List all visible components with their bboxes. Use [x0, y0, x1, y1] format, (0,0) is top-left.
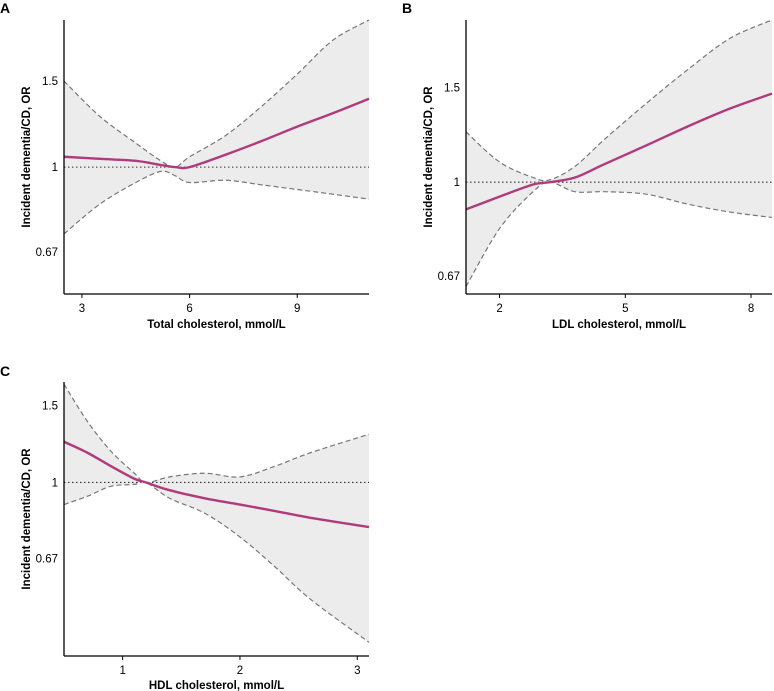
panel-letter-b: B — [402, 0, 412, 16]
y-tick-label: 1.5 — [42, 401, 58, 413]
upper-ci-line — [465, 19, 773, 182]
panel-letter-a: A — [0, 0, 10, 16]
panel-b-ldl-cholesterol: 0.67 1 1.5 2 5 8 LDL cholesterol, mmol/L Incide… — [423, 19, 773, 331]
confidence-band — [64, 20, 369, 234]
odds-ratio-curve — [63, 440, 370, 529]
x-axis-title: LDL cholesterol, mmol/L — [552, 319, 686, 331]
x-axis-title: HDL cholesterol, mmol/L — [149, 680, 284, 691]
upper-ci-line — [63, 383, 370, 484]
panel-a-total-cholesterol: 0.67 1 1.5 3 6 9 Total cholesterol, mmol/L Inci… — [21, 19, 370, 331]
x-tick-label: 2 — [496, 303, 502, 315]
y-tick-label: 0.67 — [36, 553, 58, 565]
upper-ci-line — [63, 19, 370, 168]
x-axis-title: Total cholesterol, mmol/L — [147, 319, 285, 331]
odds-ratio-curve — [465, 92, 773, 211]
y-tick-label: 1 — [52, 477, 58, 489]
confidence-band — [466, 20, 772, 287]
x-tick-label: 8 — [748, 303, 754, 315]
panel-letter-c: C — [0, 363, 10, 379]
panel-c-hdl-cholesterol: 0.67 1 1.5 1 2 3 HDL cholesterol, mmol/L Incide… — [21, 382, 370, 691]
x-tick-label: 3 — [354, 665, 360, 677]
x-tick-label: 2 — [237, 665, 243, 677]
y-tick-label: 0.67 — [438, 271, 460, 283]
lower-ci-line — [63, 170, 370, 235]
x-tick-label: 6 — [186, 303, 192, 315]
x-tick-label: 9 — [294, 303, 300, 315]
lower-ci-line — [465, 181, 773, 287]
y-tick-label: 1.5 — [42, 76, 58, 88]
y-tick-label: 1 — [52, 162, 58, 174]
y-axis-title: Incident dementia/CD, OR — [21, 86, 33, 228]
y-tick-label: 0.67 — [36, 247, 58, 259]
x-tick-label: 1 — [119, 665, 125, 677]
y-tick-label: 1.5 — [444, 82, 460, 94]
y-axis-title: Incident dementia/CD, OR — [21, 448, 33, 590]
y-axis-title: Incident dementia/CD, OR — [423, 86, 435, 228]
y-tick-label: 1 — [454, 177, 460, 189]
x-tick-label: 3 — [79, 303, 85, 315]
odds-ratio-curve — [63, 97, 370, 170]
lower-ci-line — [63, 481, 370, 643]
x-tick-label: 5 — [622, 303, 628, 315]
confidence-band — [64, 384, 369, 643]
